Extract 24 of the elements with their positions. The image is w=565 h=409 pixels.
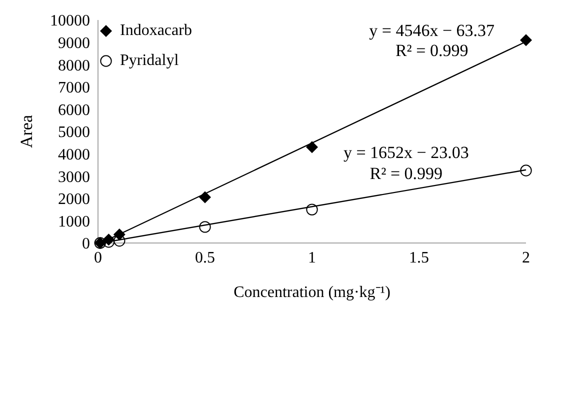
y-tick-label: 8000 xyxy=(58,57,90,74)
legend-label: Pyridalyl xyxy=(120,52,179,70)
y-tick-label: 9000 xyxy=(58,34,90,52)
legend-label: Indoxacarb xyxy=(120,22,192,40)
y-tick-label: 2000 xyxy=(58,191,90,208)
y-tick-label: 6000 xyxy=(58,102,90,119)
y-tick-label: 0 xyxy=(82,236,90,253)
annotation: y = 1652x − 23.03 xyxy=(343,143,469,163)
y-tick-label: 7000 xyxy=(58,80,90,97)
annotation: y = 4546x − 63.37 xyxy=(369,21,495,42)
y-tick-label: 4000 xyxy=(58,146,90,164)
x-tick-label: 2 xyxy=(522,249,530,266)
y-axis-title: Area xyxy=(17,114,36,148)
annotation: R² = 0.999 xyxy=(395,41,468,62)
y-tick-label: 5000 xyxy=(58,124,90,142)
annotation: R² = 0.999 xyxy=(370,164,443,184)
y-tick-label: 10000 xyxy=(50,12,90,30)
x-tick-label: 0.5 xyxy=(195,249,215,266)
x-tick-label: 0 xyxy=(94,249,102,266)
y-tick-label: 1000 xyxy=(58,213,90,230)
x-tick-label: 1.5 xyxy=(409,249,429,266)
y-tick-label: 3000 xyxy=(58,168,90,186)
x-tick-label: 1 xyxy=(308,249,316,266)
x-axis-title: Concentration (mg·kg⁻¹) xyxy=(234,284,390,301)
